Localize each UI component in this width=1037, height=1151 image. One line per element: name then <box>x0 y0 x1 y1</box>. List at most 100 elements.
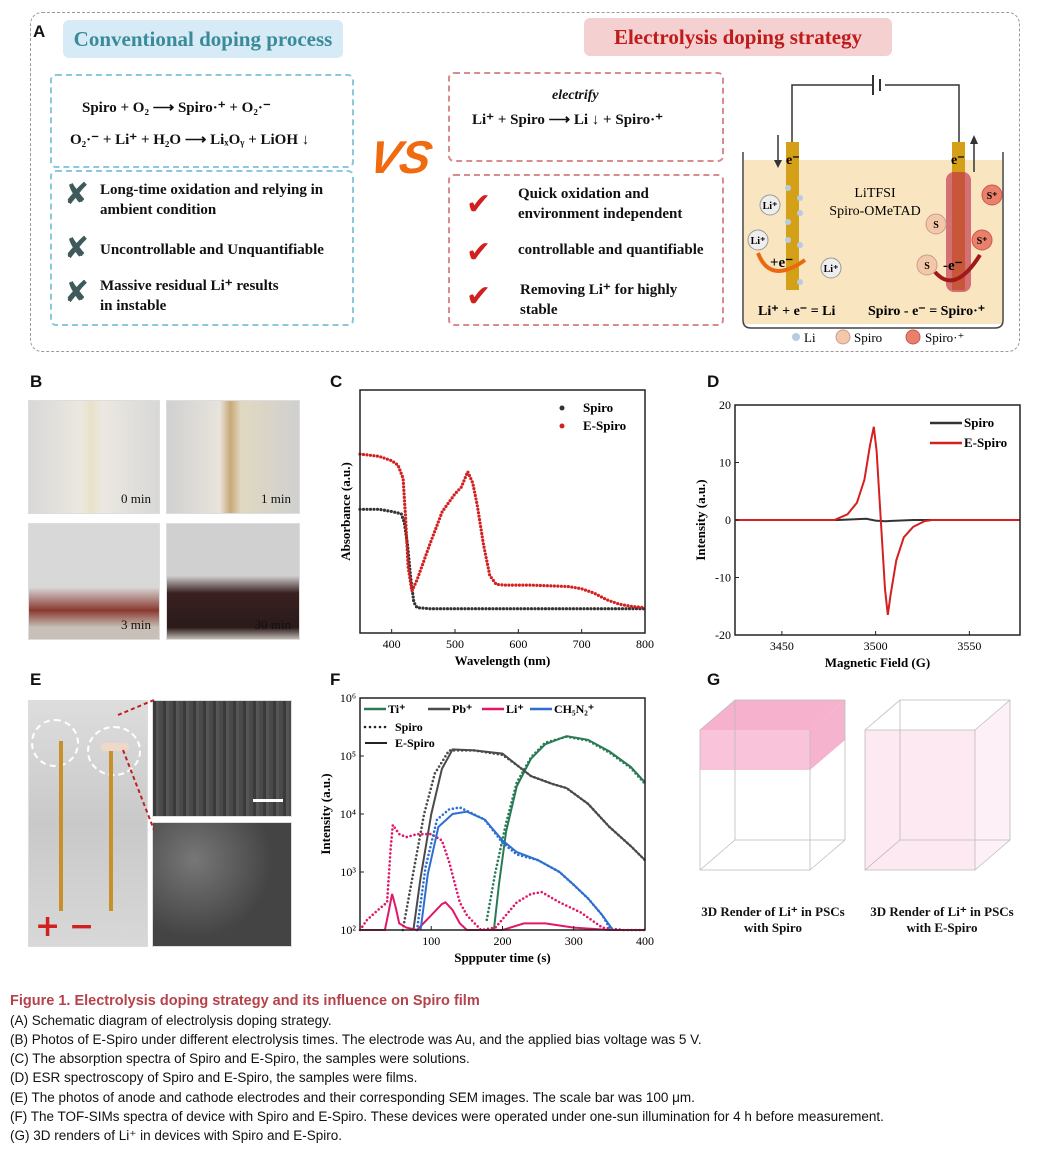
pro-item: Quick oxidation and environment independ… <box>518 186 683 222</box>
li-ion: Li⁺ <box>759 194 781 216</box>
spiro-molecule: S <box>925 213 947 235</box>
y-tick-label: 20 <box>719 398 731 412</box>
oxidation-glow <box>946 172 971 292</box>
svg-text:Li⁺: Li⁺ <box>751 236 766 247</box>
legend-label: Spiro <box>964 415 994 430</box>
legend-spiro-cation: Spiro·⁺ <box>925 330 964 345</box>
y-tick-label: 10⁶ <box>340 691 356 705</box>
electrolysis-cell-diagram: e⁻ e⁻ LiTFSI Spiro-OMeTAD Li⁺ Li⁺ Li⁺ +e… <box>742 75 1004 345</box>
photo-3min: 3 min <box>28 523 160 640</box>
svg-text:S: S <box>924 261 930 272</box>
x-tick-label: 300 <box>565 934 583 948</box>
legend-marker <box>559 405 565 411</box>
legend-label: Li⁺ <box>506 702 524 716</box>
caption-title: Figure 1. Electrolysis doping strategy a… <box>10 993 480 1009</box>
plus-sign: + <box>35 909 61 944</box>
conventional-title: Conventional doping process <box>63 20 343 58</box>
plot-frame <box>359 389 646 634</box>
electrify-label: electrify <box>552 88 599 103</box>
solution-label: LiTFSI <box>854 186 896 201</box>
cube-e-spiro <box>864 699 1011 871</box>
legend-label: Spiro <box>395 720 423 734</box>
cross-icon: ✘ <box>64 177 90 212</box>
anode-highlight <box>87 726 141 776</box>
oxidation-arrow <box>933 253 982 283</box>
y-tick-label: 10⁴ <box>340 807 356 821</box>
li-ion: Li⁺ <box>747 229 769 251</box>
sem-image-anode <box>152 822 292 947</box>
svg-text:Li⁺: Li⁺ <box>824 264 839 275</box>
legend-label: Ti⁺ <box>388 702 405 716</box>
series-spiro <box>735 517 1020 523</box>
electrolysis-title: Electrolysis doping strategy <box>584 18 892 56</box>
panel-label-a: A <box>33 22 46 41</box>
sem-image-cathode <box>152 700 292 817</box>
spiro-molecule: S <box>916 254 938 276</box>
spiro-cation-legend-icon <box>905 329 921 345</box>
x-axis-label: Magnetic Field (G) <box>825 655 930 670</box>
render-label-spiro: 3D Render of Li⁺ in PSCs with Spiro <box>701 904 845 935</box>
photo-0min: 0 min <box>28 400 160 514</box>
cathode-wire <box>59 741 63 911</box>
pointer-arrows <box>117 699 155 831</box>
caption-line: (A) Schematic diagram of electrolysis do… <box>10 1013 332 1028</box>
photo-30min: 30 min <box>166 523 300 640</box>
vs-mark: VS <box>364 131 437 183</box>
x-tick-label: 3500 <box>864 639 888 653</box>
y-tick-label: 10⁵ <box>340 749 356 763</box>
time-label: 30 min <box>254 617 291 632</box>
check-icon: ✔ <box>466 279 492 314</box>
anode-equation: Spiro - e⁻ = Spiro·⁺ <box>868 304 985 319</box>
legend-label: E-Spiro <box>583 418 626 433</box>
x-tick-label: 500 <box>446 637 464 651</box>
solute-label: Spiro-OMeTAD <box>829 204 920 219</box>
li-deposits <box>785 185 803 285</box>
spiro-legend-icon <box>835 329 851 345</box>
legend-spiro: Spiro <box>854 330 882 345</box>
series-ch-n-e-spiro <box>419 810 614 931</box>
y-tick-label: 10 <box>719 456 731 470</box>
x-tick-label: 200 <box>494 934 512 948</box>
render-label-e-spiro: 3D Render of Li⁺ in PSCs with E-Spiro <box>870 904 1014 935</box>
pro-item: controllable and quantifiable <box>518 242 704 258</box>
con-item: Massive residual Li⁺ results in instable <box>100 278 279 314</box>
absorbance-chart: 400 500 600 700 800 Wavelength (nm) Absorbance… <box>338 389 654 668</box>
tof-sims-chart: 100 200 300 400 10² 10³ 10⁴ 10⁵ 10⁶ Sppputer time… <box>320 691 654 965</box>
caption-line: (E) The photos of anode and cathode elec… <box>10 1090 695 1105</box>
time-label: 0 min <box>121 491 151 506</box>
panel-label-f: F <box>330 670 341 689</box>
cube-spiro <box>699 699 846 871</box>
panel-label-d: D <box>707 372 720 391</box>
minus-sign: − <box>69 909 95 944</box>
beaker <box>742 152 1004 329</box>
legend-label: E-Spiro <box>964 435 1007 450</box>
electron-label: e⁻ <box>951 153 965 168</box>
y-tick-label: -20 <box>715 628 731 642</box>
electron-label: e⁻ <box>786 153 800 168</box>
check-icon: ✔ <box>466 187 492 222</box>
legend-label: Pb⁺ <box>452 702 472 716</box>
y-tick-label: 10² <box>340 923 356 937</box>
time-label: 3 min <box>121 617 151 632</box>
cross-icon: ✘ <box>64 231 90 266</box>
x-tick-label: 400 <box>383 637 401 651</box>
x-tick-label: 400 <box>636 934 654 948</box>
electrolysis-equation-box: electrify Li⁺ + Spiro ⟶ Li ↓ + Spiro·⁺ <box>448 72 724 162</box>
circuit-wire <box>791 84 960 142</box>
anode-wire <box>109 746 113 911</box>
svg-text:Li⁺: Li⁺ <box>763 201 778 212</box>
li-legend-icon <box>792 333 800 341</box>
legend-label: E-Spiro <box>395 736 435 750</box>
reduction-arrow <box>756 252 807 273</box>
cathode-highlight <box>31 719 79 767</box>
y-axis-label: Intensity (a.u.) <box>693 479 708 560</box>
y-tick-label: 10³ <box>340 865 356 879</box>
y-tick-label: -10 <box>715 571 731 585</box>
electrolysis-pros-box: ✔ Quick oxidation and environment indepe… <box>448 174 724 326</box>
conv-equation-1: Spiro + O₂ ⟶ Spiro·⁺ + O₂·⁻ <box>82 100 271 116</box>
conv-equation-2: O₂·⁻ + Li⁺ + H₂O ⟶ LiₓOᵧ + LiOH ↓ <box>70 132 310 148</box>
electrolysis-equation: Li⁺ + Spiro ⟶ Li ↓ + Spiro·⁺ <box>472 112 664 128</box>
series-pb-e-spiro <box>412 748 646 931</box>
series-ch-n-spiro <box>415 806 613 932</box>
